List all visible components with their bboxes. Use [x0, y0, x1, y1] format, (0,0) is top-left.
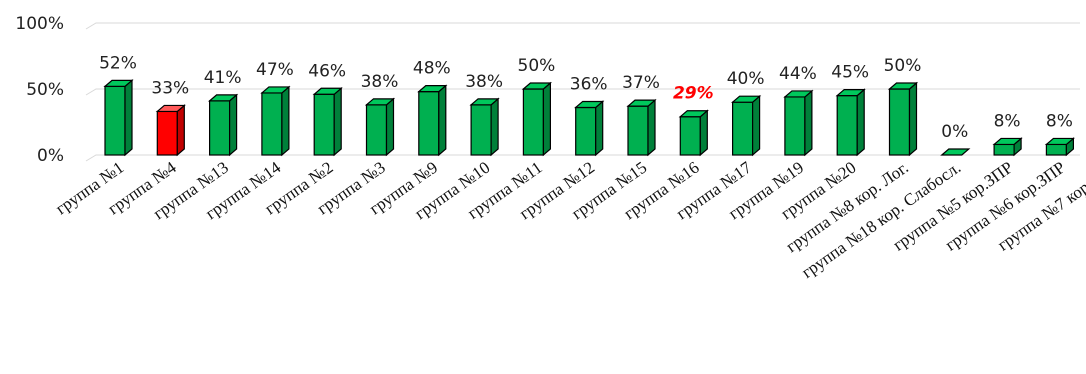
bar-front: [522, 88, 545, 156]
bar-side: [647, 98, 656, 157]
bar-top: [260, 86, 291, 94]
bar: [626, 98, 657, 157]
bar-top: [1044, 137, 1076, 146]
bar-side: [124, 79, 133, 157]
data-label: 38%: [465, 72, 503, 92]
gridline: [85, 22, 1080, 30]
bar-side: [281, 85, 290, 157]
bar-front: [627, 105, 649, 156]
bar-side: [751, 94, 761, 157]
bar-side: [385, 97, 395, 157]
bar-top: [940, 148, 971, 156]
bar: [1044, 137, 1076, 157]
bar: [364, 97, 396, 157]
bar-front: [313, 93, 335, 156]
data-label: 50%: [518, 56, 556, 76]
gridline: [85, 88, 1080, 96]
bar: [835, 88, 866, 157]
bar: [678, 109, 709, 157]
bar-top: [364, 98, 396, 106]
bar: [103, 79, 134, 157]
bar-top: [783, 90, 814, 98]
bar-side: [229, 93, 238, 157]
bar-front: [209, 100, 231, 156]
bar-top: [417, 85, 448, 93]
data-label: 38%: [361, 72, 399, 92]
bar-top: [312, 87, 343, 95]
bar-top: [887, 82, 919, 90]
data-label: 36%: [570, 74, 608, 94]
y-tick-label: 0%: [37, 146, 64, 166]
bar-side: [333, 86, 342, 157]
bar-front: [993, 143, 1015, 156]
bar-top: [835, 88, 866, 97]
bar-side: [542, 81, 552, 157]
y-tick-label: 100%: [15, 14, 64, 34]
bar-front: [888, 88, 911, 156]
bar-front: [836, 94, 858, 156]
data-label: 48%: [413, 59, 451, 79]
bar-front: [470, 104, 492, 156]
bar-front: [104, 85, 126, 156]
data-label: 52%: [99, 53, 137, 73]
data-label: 29%: [673, 84, 714, 104]
bar: [574, 100, 605, 157]
bar-front: [261, 92, 283, 156]
bar-top: [521, 82, 553, 90]
bar-side: [908, 81, 918, 157]
bar-front: [1045, 143, 1068, 156]
bar-top: [626, 99, 657, 107]
data-label: 46%: [308, 61, 346, 81]
bar: [992, 137, 1023, 157]
bar: [887, 81, 919, 157]
bar-side: [804, 89, 813, 157]
bar: [260, 85, 291, 157]
bar-top: [730, 95, 762, 103]
bars: [103, 79, 1076, 157]
bar-side: [438, 84, 447, 157]
bar-front: [731, 101, 754, 156]
data-label: 0%: [941, 122, 968, 142]
bar-front: [156, 110, 178, 156]
data-label: 47%: [256, 60, 294, 80]
data-label: 8%: [1046, 111, 1073, 131]
data-label: 45%: [831, 63, 869, 83]
bar-front: [418, 91, 440, 156]
bar-top: [155, 104, 186, 113]
bar: [207, 93, 239, 157]
bar-front: [784, 96, 806, 156]
bar: [469, 97, 500, 157]
bar-side: [490, 97, 499, 157]
bar-front: [575, 106, 597, 156]
data-label: 40%: [727, 69, 765, 89]
bar: [521, 81, 553, 157]
bar-top: [992, 137, 1023, 146]
bar-top: [103, 79, 134, 87]
bar-front: [365, 104, 388, 156]
bar-top: [678, 110, 709, 118]
y-tick-label: 50%: [26, 80, 64, 100]
bar-side: [595, 100, 604, 157]
bar: [155, 104, 186, 157]
bar-top: [207, 94, 239, 102]
bar-top: [574, 100, 605, 109]
bar-front: [679, 116, 701, 156]
data-label: 44%: [779, 64, 817, 84]
data-label: 8%: [994, 111, 1021, 131]
bar: [940, 148, 971, 156]
data-label: 33%: [151, 78, 189, 98]
bar-side: [699, 109, 708, 157]
bar: [417, 84, 448, 157]
bar: [783, 89, 814, 157]
data-label: 50%: [884, 56, 922, 76]
bar-top: [469, 98, 500, 106]
bar: [730, 94, 762, 157]
bar-side: [176, 104, 185, 157]
bar: [312, 86, 343, 157]
bar-side: [856, 88, 865, 157]
data-label: 37%: [622, 73, 660, 93]
data-label: 41%: [204, 68, 242, 88]
